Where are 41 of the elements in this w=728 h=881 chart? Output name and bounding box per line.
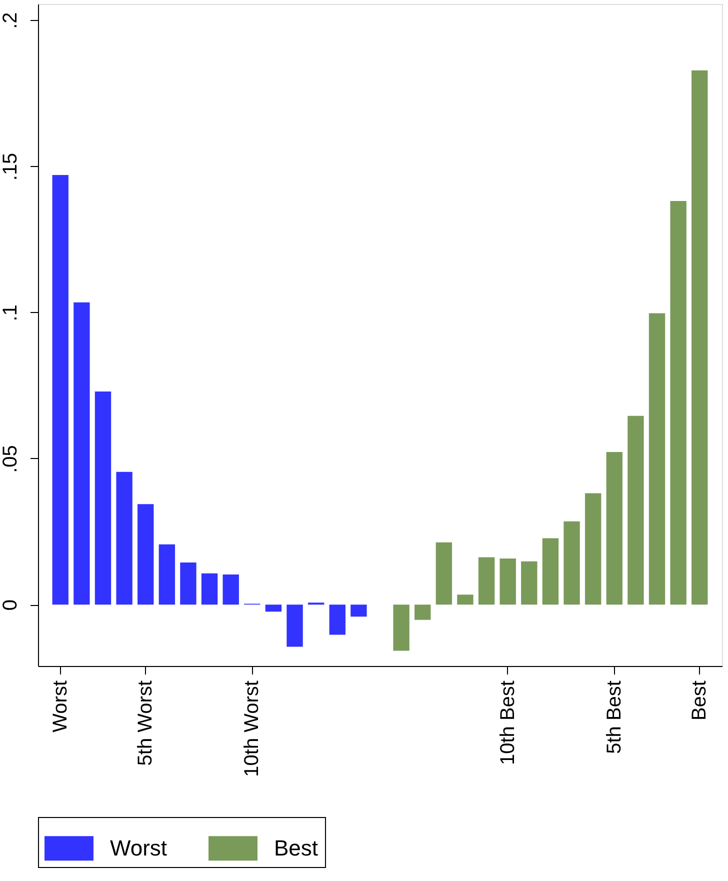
bar bbox=[648, 313, 666, 605]
bar bbox=[52, 174, 68, 605]
bar bbox=[286, 604, 303, 647]
bar bbox=[670, 200, 686, 605]
bar bbox=[158, 544, 176, 605]
bar bbox=[74, 302, 90, 605]
x-tick-label: 5th Worst bbox=[134, 680, 157, 766]
bar bbox=[584, 493, 602, 605]
bar bbox=[628, 416, 644, 605]
bar bbox=[457, 594, 474, 605]
bar bbox=[180, 562, 196, 605]
x-tick-label: 5th Best bbox=[603, 680, 626, 754]
x-tick-label: 10th Best bbox=[496, 680, 519, 766]
bar bbox=[222, 574, 239, 605]
y-tick-label: .2 bbox=[0, 12, 22, 29]
bar bbox=[94, 392, 112, 605]
bar bbox=[606, 452, 622, 605]
bar bbox=[350, 604, 367, 617]
x-tick-label: Best bbox=[688, 680, 711, 721]
y-tick-label: .15 bbox=[0, 152, 22, 181]
bar bbox=[265, 604, 282, 612]
legend-label: Worst bbox=[110, 835, 168, 860]
bar bbox=[116, 472, 132, 605]
y-tick-label: .1 bbox=[0, 304, 22, 322]
x-tick-label: 10th Worst bbox=[241, 680, 264, 777]
bar bbox=[692, 70, 708, 605]
x-tick-label: Worst bbox=[49, 680, 72, 732]
bar bbox=[138, 504, 154, 605]
bar bbox=[500, 558, 516, 605]
bar bbox=[414, 604, 431, 620]
bar bbox=[564, 521, 580, 605]
bar bbox=[329, 604, 346, 635]
y-tick-label: 0 bbox=[0, 600, 22, 611]
y-tick-label: .05 bbox=[0, 445, 22, 473]
bar bbox=[436, 542, 452, 605]
bar bbox=[478, 557, 495, 605]
bar bbox=[542, 538, 559, 605]
bar bbox=[393, 604, 410, 651]
bar bbox=[201, 573, 218, 605]
legend-label: Best bbox=[274, 835, 318, 860]
bar bbox=[521, 561, 538, 605]
